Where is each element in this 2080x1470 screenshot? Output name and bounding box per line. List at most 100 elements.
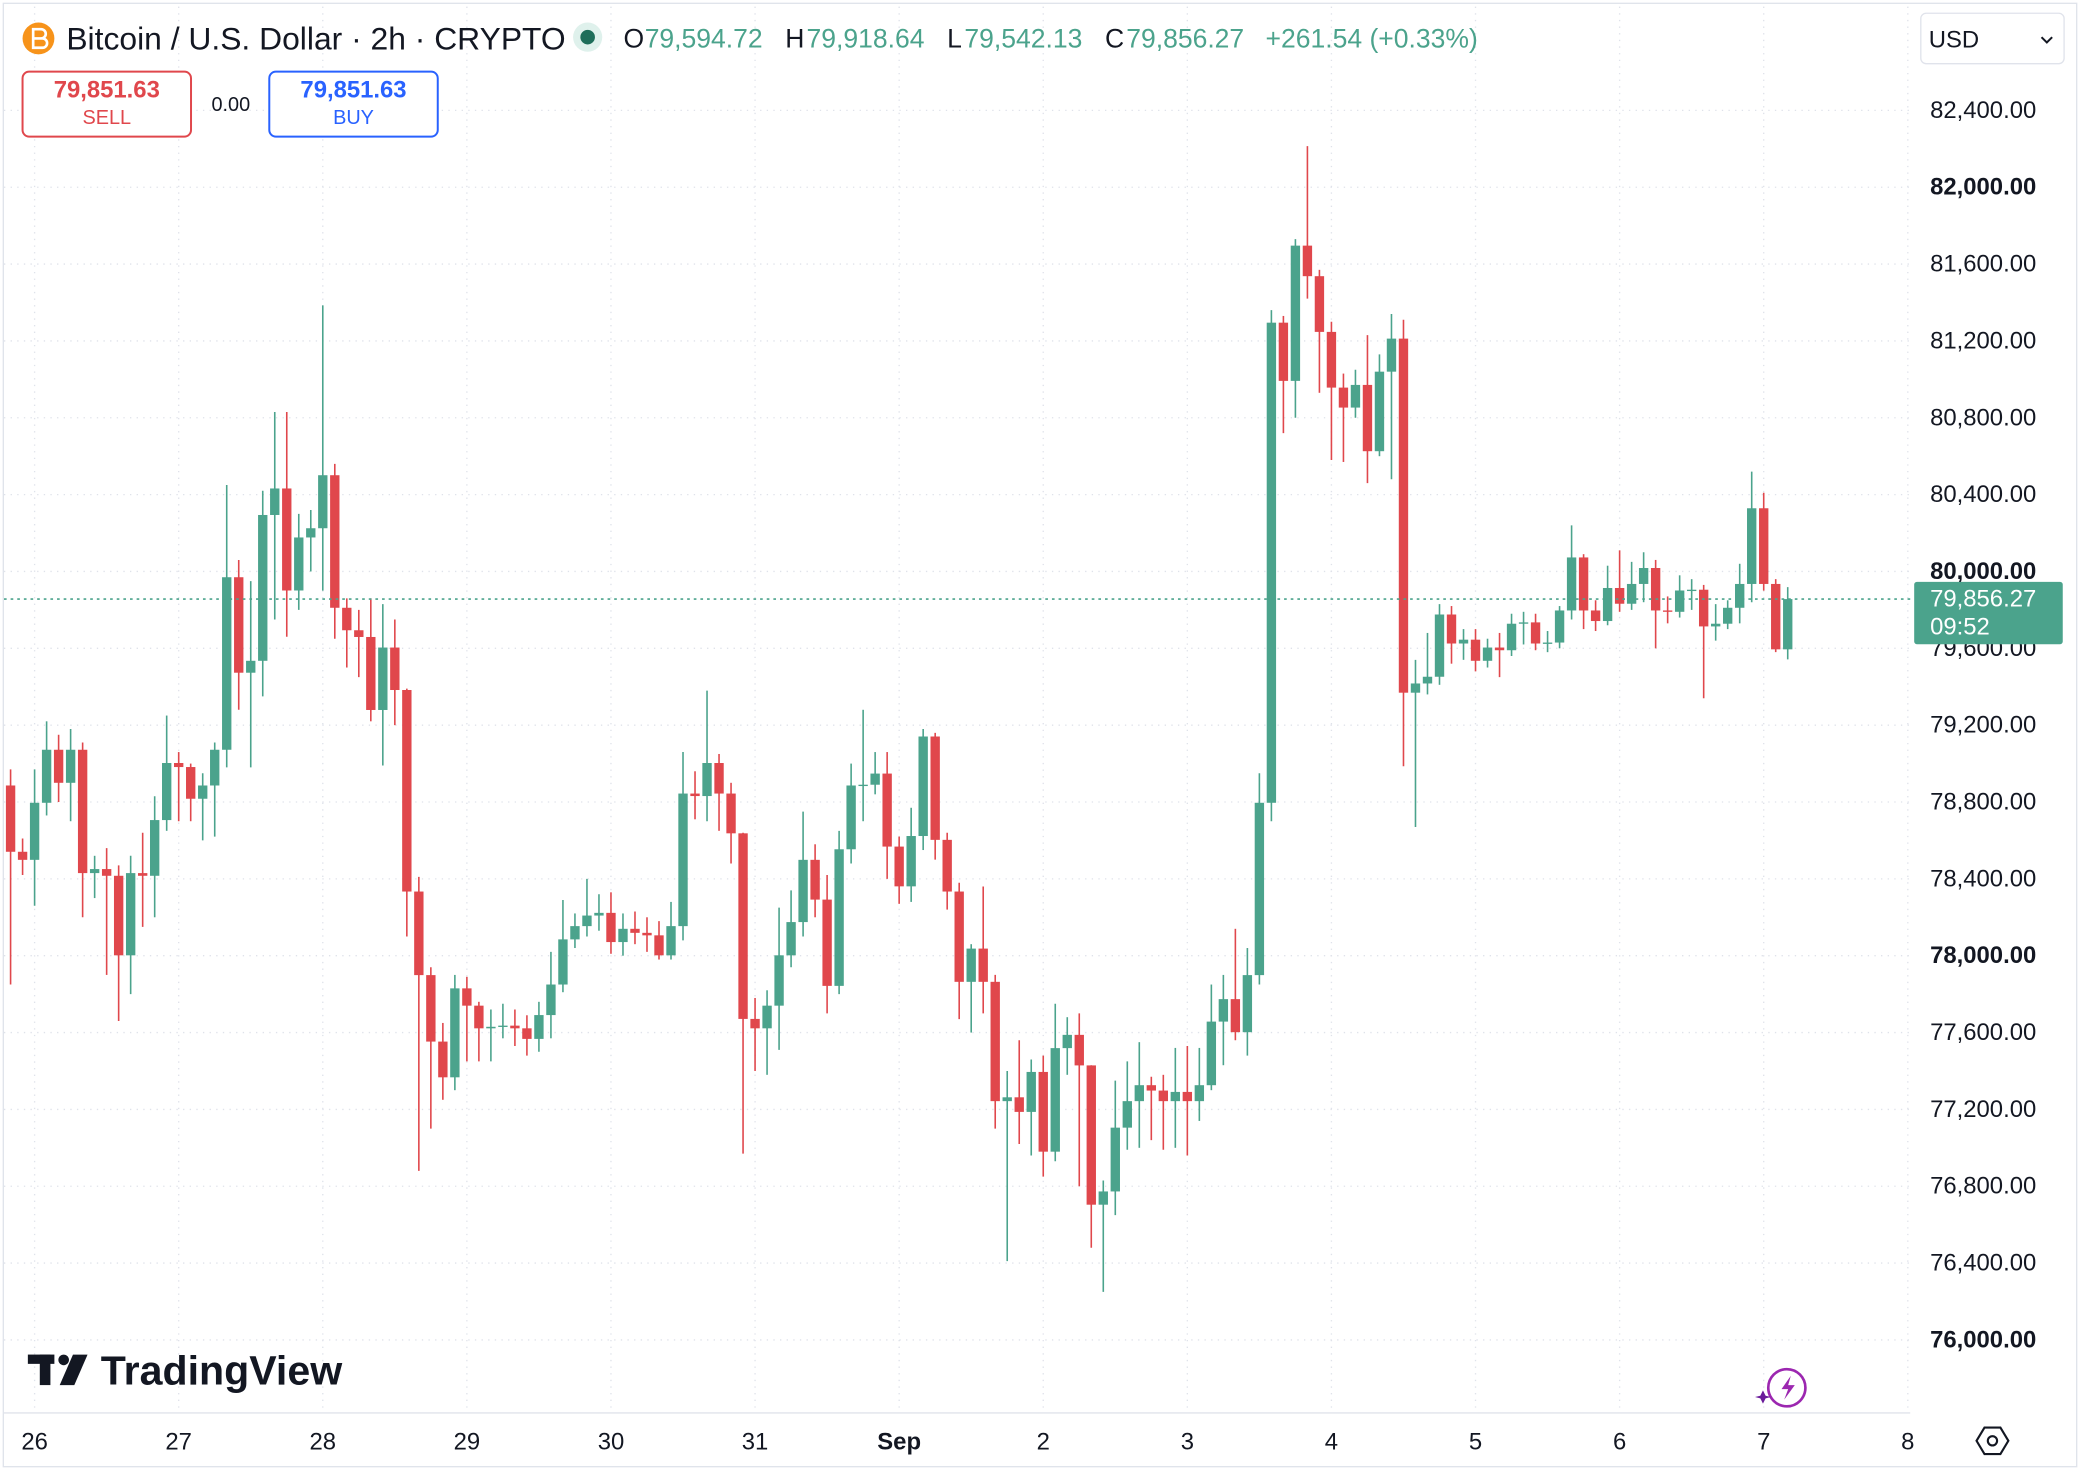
candle-body	[834, 849, 844, 986]
candle-body	[1578, 557, 1589, 611]
candle-body	[1062, 1034, 1072, 1049]
candle-body	[1542, 642, 1553, 644]
candle-body	[41, 749, 52, 803]
legend-key: O	[623, 23, 644, 53]
candle-body	[1398, 338, 1409, 693]
candle-body	[1350, 384, 1361, 408]
candle-body	[1302, 245, 1313, 277]
candle-body	[870, 773, 880, 785]
status-dot	[580, 29, 595, 45]
chevron	[2040, 36, 2053, 44]
sell-price: 79,851.63	[54, 77, 160, 104]
candle-body	[474, 1005, 484, 1029]
logo-stem	[39, 1354, 51, 1386]
candle-body	[1314, 276, 1325, 332]
currency-select[interactable]	[1920, 12, 2065, 65]
candle-body	[1266, 322, 1277, 803]
candle-body	[1326, 331, 1337, 388]
candle-body	[1470, 639, 1481, 661]
candle-body	[222, 577, 232, 750]
x-tick-label: 27	[165, 1429, 192, 1456]
candle-body	[1170, 1091, 1181, 1102]
candle-body	[906, 836, 916, 887]
candle-body	[846, 785, 856, 850]
candle-body	[89, 869, 100, 874]
buy-button[interactable]	[268, 70, 439, 138]
y-tick-label: 80,800.00	[1930, 404, 2036, 431]
y-tick-label: 78,000.00	[1930, 942, 2036, 969]
candle-body	[558, 939, 568, 985]
candle-body	[210, 749, 220, 786]
candle-body	[750, 1018, 760, 1029]
candle-body	[1290, 245, 1301, 381]
candle-body	[1434, 614, 1445, 677]
candle-body	[414, 891, 424, 976]
candle-body	[582, 915, 592, 927]
candle-body	[714, 763, 724, 794]
candle-body	[498, 1025, 508, 1027]
x-tick-label: Sep	[877, 1429, 921, 1456]
legend-key: H	[785, 23, 804, 53]
candle-body	[1182, 1091, 1193, 1102]
logo-slash	[59, 1354, 88, 1386]
candle-body	[606, 912, 616, 943]
candle-body	[774, 955, 784, 1006]
candle-body	[1783, 599, 1793, 650]
candle-body	[282, 488, 292, 591]
candle-body	[1422, 676, 1433, 684]
candle-body	[246, 660, 256, 673]
candle-body	[1735, 583, 1745, 608]
x-tick-label: 3	[1181, 1429, 1194, 1456]
lightning-bolt	[1781, 1375, 1795, 1400]
candle-body	[810, 859, 820, 900]
candle-body	[462, 988, 472, 1006]
candle-body	[1446, 614, 1457, 644]
lightning-icon[interactable]	[1766, 1367, 1807, 1408]
candle-body	[1518, 622, 1529, 624]
candle-body	[1110, 1127, 1120, 1192]
y-tick-label: 78,800.00	[1930, 789, 2036, 816]
candle-body	[642, 932, 652, 936]
candle-body	[17, 851, 28, 860]
y-tick-label: 79,200.00	[1930, 712, 2036, 739]
axes: 76,000.00 76,400.00 76,800.00 77,200.00 77,6…	[3, 97, 2063, 1456]
candle-body	[678, 793, 688, 927]
candle-body	[125, 873, 136, 956]
candle-body	[630, 928, 640, 933]
y-tick-label: 76,400.00	[1930, 1250, 2036, 1277]
candle-body	[666, 926, 676, 956]
candle-body	[1614, 587, 1625, 604]
buy-price: 79,851.63	[300, 77, 406, 104]
x-tick-label: 5	[1469, 1429, 1482, 1456]
candle-body	[29, 802, 40, 860]
candle-body	[762, 1005, 772, 1029]
candle-body	[162, 763, 172, 821]
candle-body	[1698, 589, 1709, 627]
candle-body	[270, 488, 280, 515]
y-tick-label: 81,200.00	[1930, 327, 2036, 354]
candle-body	[1723, 607, 1733, 624]
candle-body	[1218, 999, 1229, 1022]
candle-body	[77, 749, 88, 874]
y-tick-label: 82,000.00	[1930, 174, 2036, 201]
candle-body	[174, 763, 184, 768]
candle-body	[1086, 1065, 1096, 1205]
candle-body	[618, 928, 628, 943]
sell-button[interactable]	[21, 70, 193, 138]
settings-icon[interactable]	[1975, 1426, 2010, 1456]
candle-body	[1026, 1071, 1036, 1112]
candle-body	[366, 636, 376, 710]
x-tick-label: 8	[1901, 1429, 1914, 1456]
last-price-label: 79,856.27	[1930, 586, 2036, 613]
candle-body	[822, 899, 832, 986]
candle-body	[186, 767, 196, 799]
legend-value: 79,856.27	[1126, 23, 1244, 53]
candle-body	[342, 607, 352, 631]
candle-body	[306, 528, 316, 538]
candle-body	[1002, 1097, 1012, 1102]
candle-body	[942, 839, 952, 892]
legend-value: 79,542.13	[964, 23, 1082, 53]
candle-body	[450, 988, 460, 1078]
candle-body	[378, 647, 388, 710]
